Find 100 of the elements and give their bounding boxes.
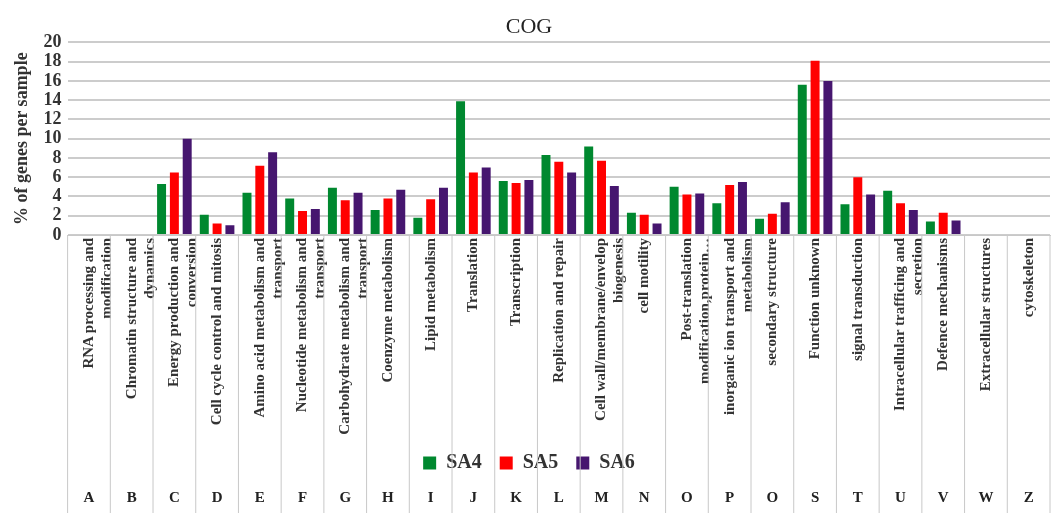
x-tick-label: Function unknown (805, 237, 822, 360)
bar (212, 223, 222, 234)
y-tick-label: 0 (52, 223, 62, 244)
bar (169, 172, 179, 234)
x-tick-label: cytoskeleton (1019, 237, 1036, 318)
bar (682, 194, 692, 234)
bar (725, 184, 735, 234)
text: O (681, 488, 693, 505)
bar (810, 60, 820, 234)
bar (652, 223, 662, 234)
bar (883, 190, 893, 234)
x-tick-label: Cell wall/membrane/envelop biogenesis (592, 237, 627, 421)
legend-label: SA4 (446, 450, 482, 473)
bar (481, 167, 491, 234)
bar (840, 204, 850, 234)
bar (438, 187, 448, 234)
bar (340, 200, 350, 234)
bar (327, 187, 337, 234)
bar (524, 180, 534, 234)
text: E (254, 488, 265, 505)
bar (298, 210, 308, 234)
y-tick-label: 2 (52, 204, 62, 225)
bar (695, 193, 705, 234)
x-tick-label: Defence mechanisms (934, 237, 951, 371)
bar (597, 160, 606, 234)
text: W (978, 488, 994, 505)
bar (823, 80, 833, 234)
bar (797, 84, 807, 234)
bar (626, 212, 636, 234)
bar (456, 101, 466, 234)
bar (396, 189, 406, 234)
text: P (725, 488, 735, 505)
bar (426, 199, 436, 234)
x-tick-label: Transcription (506, 237, 523, 327)
y-tick-label: 10 (43, 127, 62, 148)
text: F (297, 488, 308, 505)
bar (584, 146, 594, 234)
bar (925, 221, 935, 234)
bar (310, 209, 320, 234)
x-tick-label: Amino acid metabolism and transport (250, 237, 285, 418)
text: M (594, 488, 609, 505)
text: H (382, 488, 395, 505)
x-tick-label: cell motility (635, 237, 652, 314)
y-tick-label: 8 (52, 146, 62, 167)
y-tick-label: 6 (52, 165, 62, 186)
x-tick-label: Replication and repair (549, 237, 566, 383)
x-tick-label: Cell cycle control and mitosis (207, 237, 224, 426)
bar (370, 209, 380, 234)
bar (866, 194, 876, 234)
x-tick-label: Lipid metabolism (421, 237, 438, 351)
bar (353, 192, 363, 234)
bar (268, 152, 278, 234)
text: A (83, 488, 95, 505)
bar (511, 183, 521, 234)
y-tick-label: 18 (43, 50, 62, 71)
bar (639, 214, 649, 234)
x-tick-label: Post-translation modification,protein… (677, 237, 712, 384)
bar (669, 186, 679, 234)
bar (767, 213, 777, 234)
text: U (895, 488, 907, 505)
bar (853, 177, 863, 234)
bar (755, 218, 765, 234)
bar (255, 165, 265, 234)
bar (413, 217, 423, 234)
bar (468, 172, 478, 234)
text: C (168, 488, 180, 505)
x-tick-label: RNA processing and modification (79, 237, 114, 369)
text: B (126, 488, 137, 505)
y-tick-label: 16 (43, 69, 62, 90)
text: Z (1023, 488, 1034, 505)
y-tick-label: 20 (43, 31, 62, 52)
bar (182, 138, 192, 234)
y-tick-label: 14 (43, 88, 62, 109)
text: J (469, 488, 478, 505)
x-tick-label: Coenzyme metabolism (378, 237, 395, 383)
bar (737, 182, 747, 234)
bar (157, 183, 167, 234)
bar (285, 198, 295, 234)
x-tick-label: Translation (464, 237, 481, 312)
text: S (810, 488, 820, 505)
text: K (510, 488, 523, 505)
text: V (937, 488, 949, 505)
bar (712, 203, 722, 234)
bar (951, 220, 961, 234)
legend-label: SA5 (522, 450, 559, 473)
text: I (427, 488, 434, 505)
y-axis-title: % of genes per sample (11, 52, 32, 226)
bar (199, 214, 209, 234)
x-tick-label: signal transduction (848, 237, 865, 361)
y-tick-label: 12 (43, 108, 62, 129)
bar (938, 212, 948, 234)
x-tick-label: secondary structure (763, 237, 780, 366)
text: D (211, 488, 223, 505)
y-tick-label: 4 (52, 185, 62, 206)
bar (896, 203, 905, 234)
text: N (638, 488, 650, 505)
bar (609, 185, 619, 234)
bar (383, 198, 393, 234)
text: G (339, 488, 352, 505)
text: T (852, 488, 863, 505)
